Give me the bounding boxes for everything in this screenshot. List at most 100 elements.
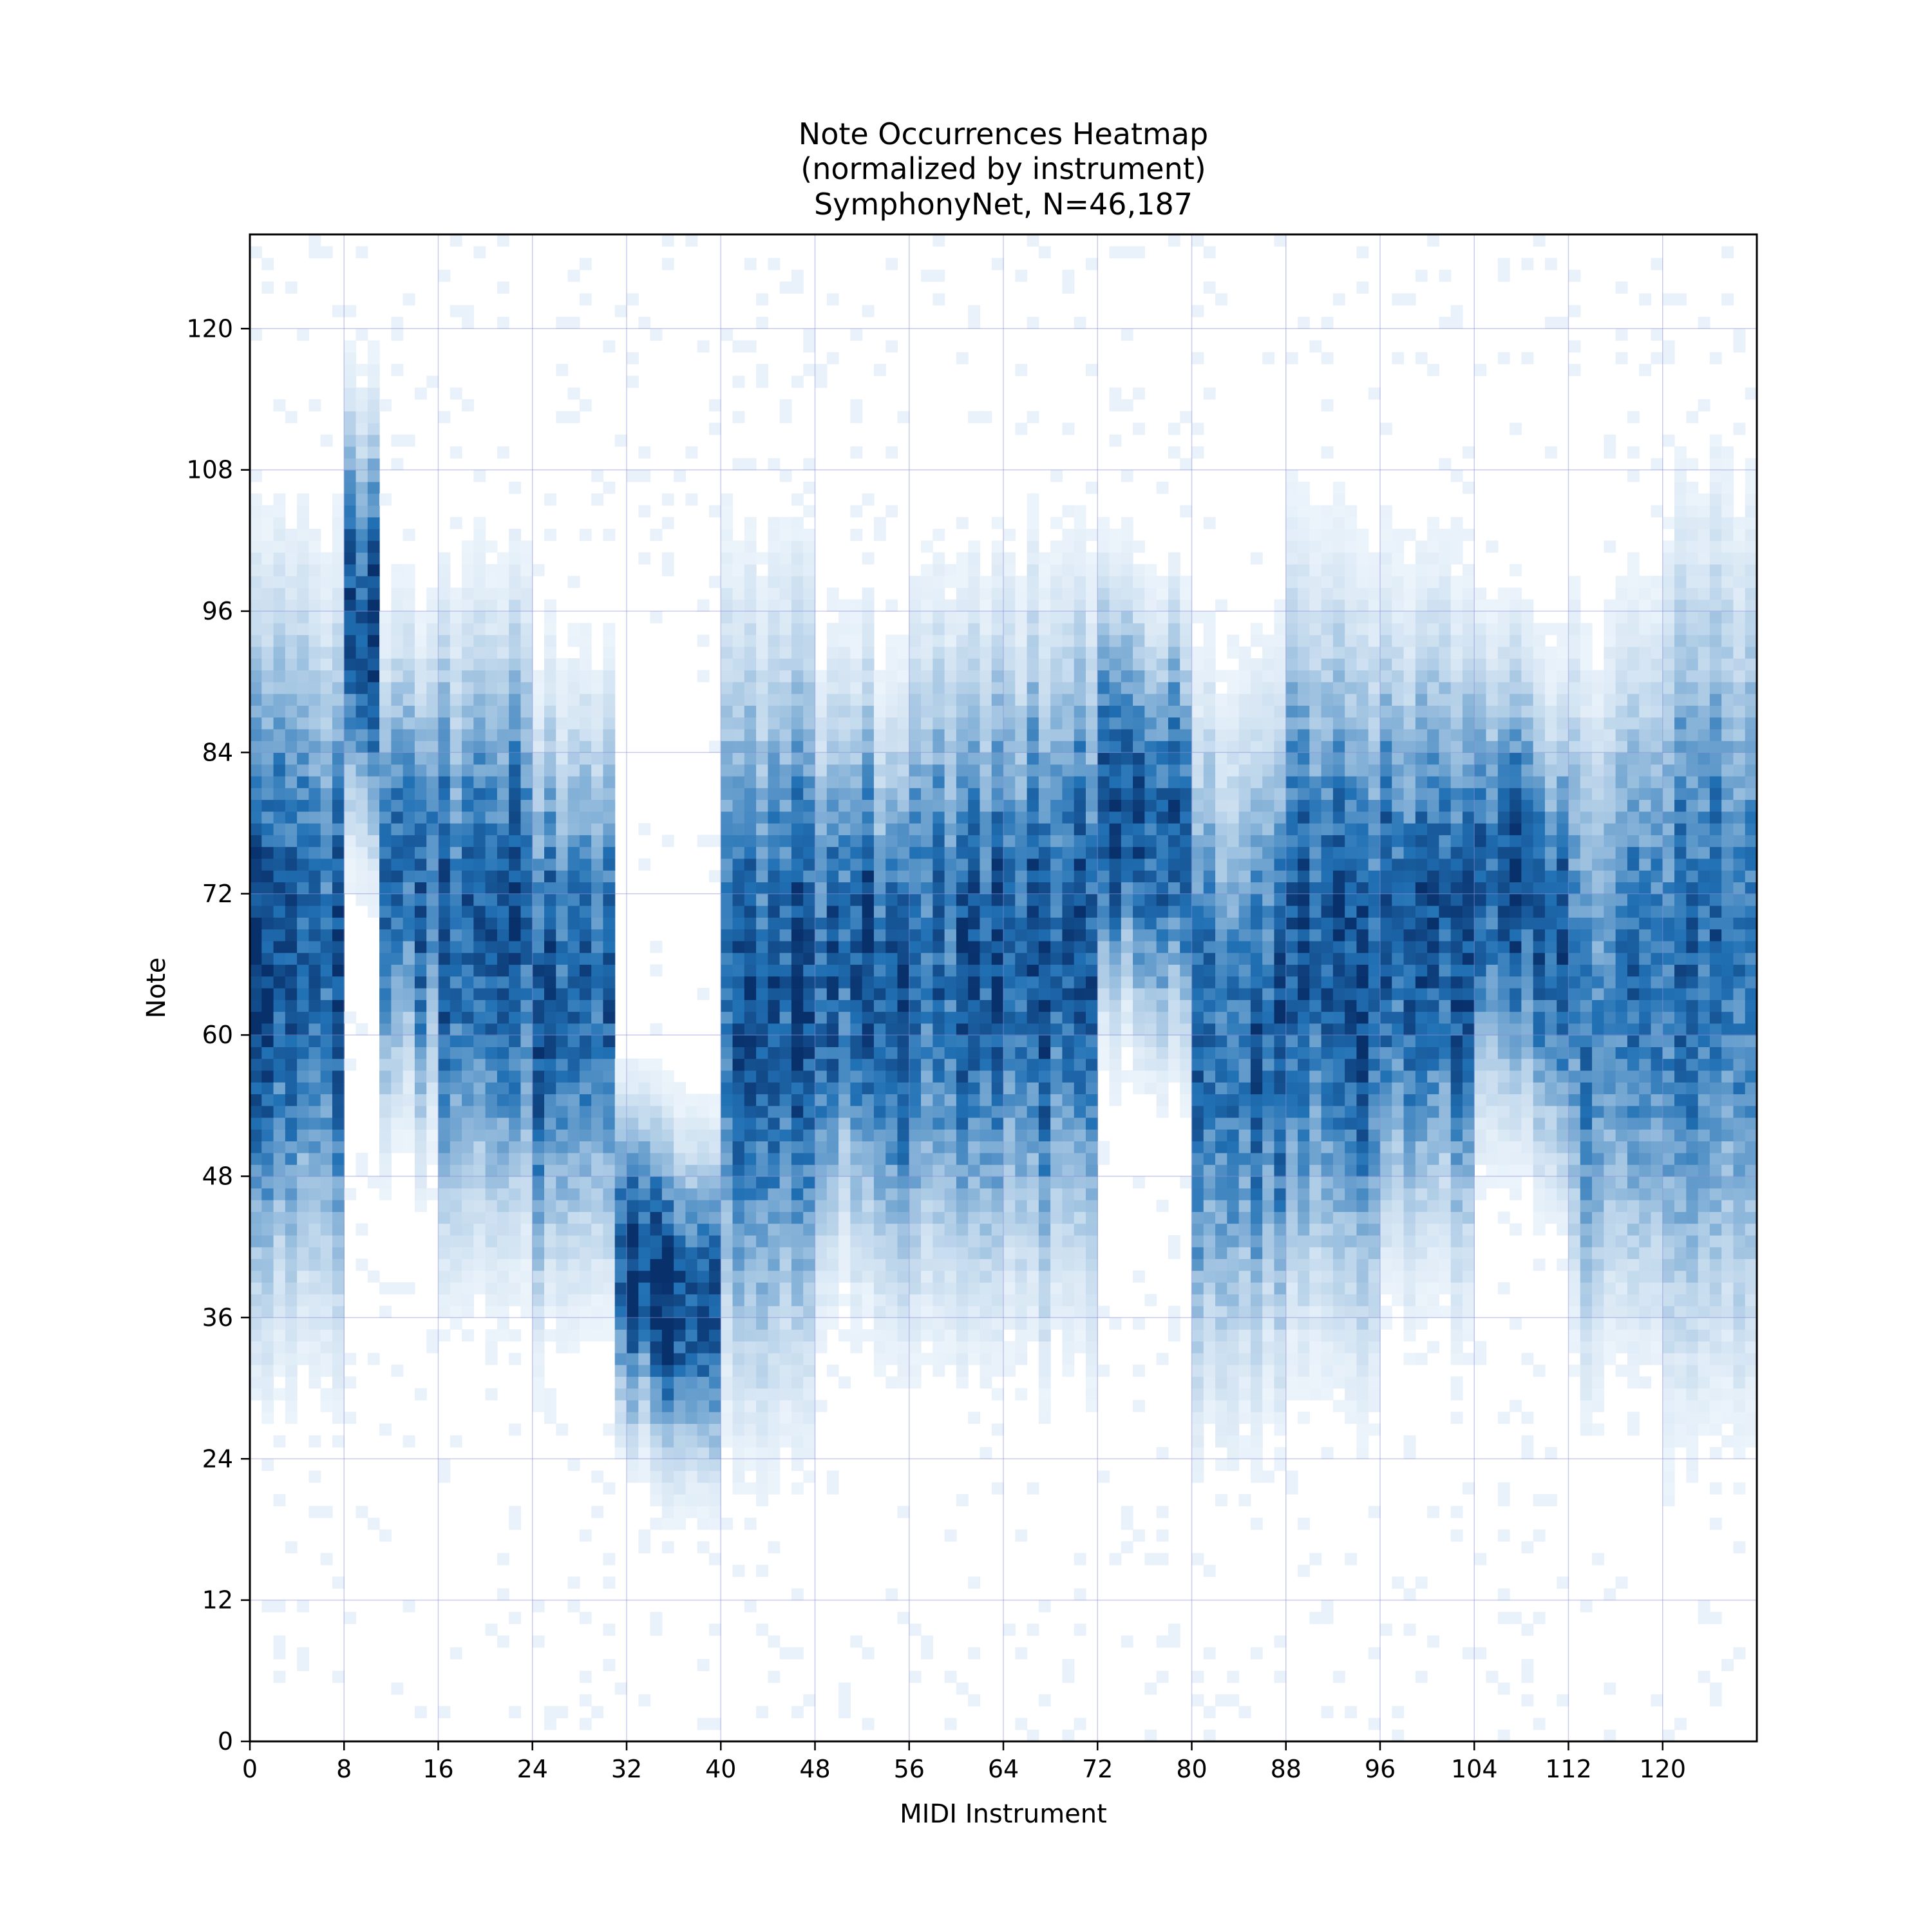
heatmap-cell bbox=[497, 1211, 509, 1224]
heatmap-cell bbox=[273, 1258, 286, 1271]
heatmap-cell bbox=[579, 1188, 592, 1200]
heatmap-cell bbox=[1085, 1058, 1098, 1071]
heatmap-cell bbox=[1085, 693, 1098, 706]
heatmap-cell bbox=[697, 1200, 710, 1212]
heatmap-cell bbox=[367, 623, 380, 636]
heatmap-cell bbox=[768, 752, 781, 765]
heatmap-cell bbox=[744, 1082, 757, 1095]
heatmap-cell bbox=[485, 1235, 498, 1247]
heatmap-cell bbox=[614, 1365, 627, 1377]
heatmap-cell bbox=[1003, 611, 1016, 623]
heatmap-cell bbox=[367, 516, 380, 529]
heatmap-cell bbox=[909, 693, 922, 706]
heatmap-cell bbox=[544, 741, 556, 753]
heatmap-cell bbox=[768, 1141, 781, 1153]
heatmap-cell bbox=[579, 752, 592, 765]
heatmap-cell bbox=[756, 1058, 768, 1071]
heatmap-cell bbox=[803, 976, 816, 989]
heatmap-cell bbox=[791, 611, 804, 623]
heatmap-cell bbox=[873, 1082, 886, 1095]
heatmap-cell bbox=[509, 1706, 522, 1719]
heatmap-cell bbox=[732, 1388, 745, 1401]
heatmap-cell bbox=[791, 493, 804, 506]
heatmap-cell bbox=[1027, 1046, 1039, 1059]
heatmap-cell bbox=[1038, 976, 1051, 989]
heatmap-cell bbox=[826, 1282, 839, 1294]
heatmap-cell bbox=[261, 705, 274, 718]
heatmap-cell bbox=[473, 587, 486, 600]
heatmap-cell bbox=[991, 929, 1004, 942]
heatmap-cell bbox=[438, 717, 451, 730]
heatmap-cell bbox=[697, 1164, 710, 1177]
heatmap-cell bbox=[320, 1506, 333, 1519]
heatmap-cell bbox=[355, 552, 368, 565]
heatmap-cell bbox=[367, 587, 380, 600]
heatmap-cell bbox=[732, 1258, 745, 1271]
heatmap-cell bbox=[1074, 1105, 1086, 1118]
heatmap-cell bbox=[838, 1094, 851, 1106]
heatmap-cell bbox=[1085, 1200, 1098, 1212]
heatmap-cell bbox=[273, 493, 286, 506]
heatmap-cell bbox=[579, 399, 592, 412]
heatmap-cell bbox=[991, 835, 1004, 848]
heatmap-cell bbox=[1085, 1176, 1098, 1189]
heatmap-cell bbox=[473, 764, 486, 777]
heatmap-cell bbox=[744, 1152, 757, 1165]
heatmap-cell bbox=[485, 576, 498, 589]
heatmap-cell bbox=[579, 1718, 592, 1730]
heatmap-cell bbox=[438, 599, 451, 612]
heatmap-cell bbox=[355, 469, 368, 482]
heatmap-cell bbox=[579, 846, 592, 859]
heatmap-cell bbox=[344, 811, 357, 824]
heatmap-cell bbox=[1050, 1282, 1063, 1294]
heatmap-cell bbox=[532, 1600, 545, 1613]
heatmap-cell bbox=[980, 1282, 992, 1294]
heatmap-cell bbox=[991, 976, 1004, 989]
heatmap-cell bbox=[838, 1682, 851, 1695]
heatmap-cell bbox=[591, 1117, 604, 1130]
heatmap-cell bbox=[862, 858, 875, 871]
heatmap-cell bbox=[1085, 1305, 1098, 1318]
heatmap-cell bbox=[991, 882, 1004, 895]
heatmap-cell bbox=[803, 1694, 816, 1707]
heatmap-cell bbox=[391, 811, 404, 824]
heatmap-cell bbox=[1027, 1035, 1039, 1048]
heatmap-cell bbox=[921, 882, 933, 895]
heatmap-cell bbox=[791, 1459, 804, 1472]
heatmap-cell bbox=[803, 788, 816, 800]
heatmap-cell bbox=[850, 1282, 863, 1294]
heatmap-cell bbox=[803, 1046, 816, 1059]
heatmap-cell bbox=[744, 1211, 757, 1224]
heatmap-cell bbox=[614, 1682, 627, 1695]
heatmap-cell bbox=[627, 1176, 639, 1189]
heatmap-cell bbox=[308, 999, 321, 1012]
heatmap-cell bbox=[250, 1129, 262, 1142]
heatmap-cell bbox=[544, 823, 556, 835]
heatmap-cell bbox=[520, 905, 533, 918]
heatmap-cell bbox=[391, 917, 404, 930]
heatmap-cell bbox=[803, 999, 816, 1012]
heatmap-cell bbox=[815, 705, 828, 718]
heatmap-cell bbox=[556, 1294, 569, 1307]
heatmap-cell bbox=[402, 988, 415, 1000]
heatmap-cell bbox=[332, 1023, 345, 1036]
heatmap-cell bbox=[921, 1035, 933, 1048]
heatmap-cell bbox=[768, 893, 781, 906]
heatmap-cell bbox=[297, 717, 310, 730]
heatmap-cell bbox=[426, 1046, 439, 1059]
heatmap-cell bbox=[650, 1482, 663, 1495]
heatmap-cell bbox=[897, 681, 910, 694]
heatmap-cell bbox=[968, 1577, 981, 1589]
heatmap-cell bbox=[909, 870, 922, 883]
heatmap-cell bbox=[1085, 905, 1098, 918]
heatmap-cell bbox=[297, 1188, 310, 1200]
heatmap-cell bbox=[509, 481, 522, 494]
heatmap-cell bbox=[815, 364, 828, 376]
heatmap-cell bbox=[1097, 835, 1110, 848]
heatmap-cell bbox=[344, 364, 357, 376]
heatmap-cell bbox=[614, 1352, 627, 1365]
heatmap-cell bbox=[320, 599, 333, 612]
heatmap-cell bbox=[803, 540, 816, 553]
heatmap-cell bbox=[379, 1070, 392, 1083]
heatmap-cell bbox=[332, 1046, 345, 1059]
